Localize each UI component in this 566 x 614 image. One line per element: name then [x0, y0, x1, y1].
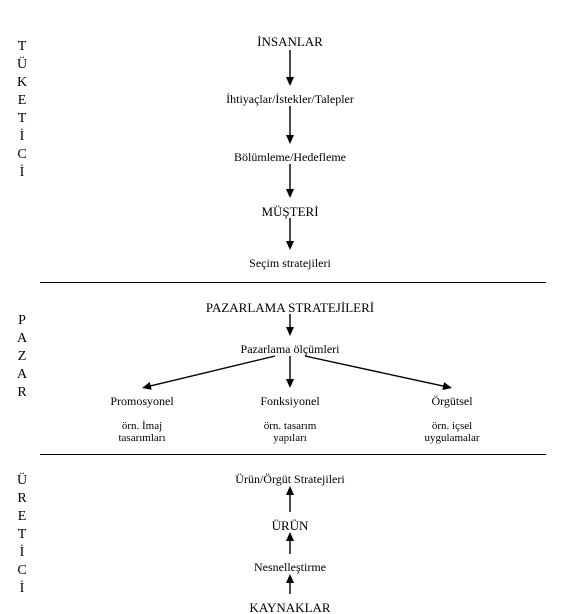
node-customer: MÜŞTERİ — [261, 204, 318, 220]
section-label-producer: ÜRETİCİ — [14, 472, 30, 598]
arrow — [286, 50, 294, 86]
section-label-consumer-letter: İ — [14, 128, 30, 146]
node-org: Örgütsel — [431, 394, 472, 409]
node-people: İNSANLAR — [257, 34, 323, 50]
section-label-producer-letter: Ü — [14, 472, 30, 490]
section-label-producer-letter: C — [14, 562, 30, 580]
diagram-canvas: TÜKETİCİPAZARÜRETİCİİNSANLARİhtiyaçlar/İ… — [0, 0, 566, 614]
node-segment: Bölümleme/Hedefleme — [234, 150, 346, 165]
node-needs: İhtiyaçlar/İstekler/Talepler — [226, 92, 354, 107]
section-label-producer-letter: R — [14, 490, 30, 508]
arrow — [286, 106, 294, 144]
node-object: Nesnelleştirme — [254, 560, 326, 575]
arrow — [286, 218, 294, 250]
section-label-consumer-letter: K — [14, 74, 30, 92]
section-label-producer-letter: T — [14, 526, 30, 544]
section-label-market: PAZAR — [14, 312, 30, 402]
node-product: ÜRÜN — [272, 518, 309, 534]
section-label-consumer-letter: Ü — [14, 56, 30, 74]
section-label-producer-letter: E — [14, 508, 30, 526]
node-selection: Seçim stratejileri — [249, 256, 331, 271]
section-divider — [40, 454, 546, 455]
arrow — [286, 574, 294, 594]
arrow — [305, 356, 452, 390]
node-mkt-metrics: Pazarlama ölçümleri — [241, 342, 340, 357]
section-label-consumer-letter: İ — [14, 164, 30, 182]
arrow — [286, 356, 294, 388]
node-org-ex: örn. içsel uygulamalar — [425, 420, 480, 444]
section-label-market-letter: A — [14, 330, 30, 348]
section-label-consumer-letter: T — [14, 38, 30, 56]
node-func-ex: örn. tasarım yapıları — [264, 420, 317, 444]
arrow — [286, 164, 294, 198]
section-label-market-letter: A — [14, 366, 30, 384]
section-label-consumer-letter: C — [14, 146, 30, 164]
section-label-producer-letter: İ — [14, 544, 30, 562]
section-label-market-letter: P — [14, 312, 30, 330]
section-label-consumer-letter: T — [14, 110, 30, 128]
node-mkt-strat: PAZARLAMA STRATEJİLERİ — [206, 300, 374, 316]
section-label-consumer-letter: E — [14, 92, 30, 110]
arrow — [286, 532, 294, 554]
arrow — [286, 486, 294, 512]
section-label-producer-letter: İ — [14, 580, 30, 598]
arrow — [142, 356, 275, 390]
node-promo-ex: örn. İmaj tasarımları — [118, 420, 165, 444]
node-promo: Promosyonel — [110, 394, 173, 409]
node-resources: KAYNAKLAR — [249, 600, 330, 614]
section-label-market-letter: R — [14, 384, 30, 402]
section-label-market-letter: Z — [14, 348, 30, 366]
arrow — [286, 314, 294, 336]
node-prod-strat: Ürün/Örgüt Stratejileri — [235, 472, 344, 487]
node-func: Fonksiyonel — [260, 394, 319, 409]
section-divider — [40, 282, 546, 283]
section-label-consumer: TÜKETİCİ — [14, 38, 30, 182]
